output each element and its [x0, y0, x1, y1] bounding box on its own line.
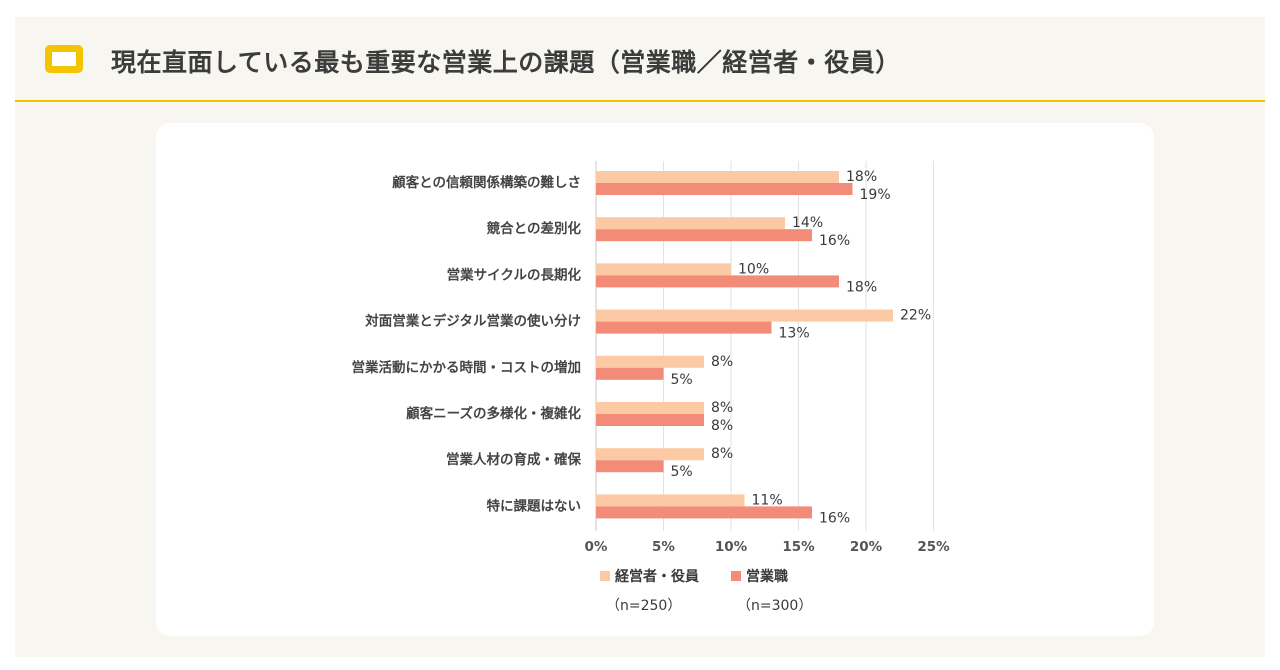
bar-sales: [596, 275, 839, 288]
value-label: 8%: [711, 400, 733, 416]
category-label: 特に課題はない: [487, 497, 582, 514]
value-label: 10%: [738, 261, 769, 277]
value-label: 8%: [711, 418, 733, 434]
bar-sales: [596, 460, 664, 473]
value-label: 5%: [671, 464, 693, 480]
chart-card: 0% 5% 10% 15% 20% 25% 顧客との信頼関係構築の難しさ 18% 19% 競合との…: [156, 123, 1154, 636]
value-label: 11%: [752, 492, 783, 508]
x-tick-label: 10%: [715, 539, 748, 555]
legend-sample-size: （n=300）: [737, 598, 812, 614]
bar-manager: [596, 309, 893, 322]
value-label: 19%: [860, 187, 891, 203]
value-label: 16%: [819, 510, 850, 526]
x-tick-label: 20%: [850, 539, 883, 555]
title-box-icon: [45, 45, 83, 73]
bar-manager: [596, 402, 704, 414]
category-label: 顧客との信頼関係構築の難しさ: [392, 174, 581, 191]
bar-manager: [596, 217, 785, 230]
bar-manager: [596, 355, 704, 368]
bar-manager: [596, 171, 839, 183]
bar-manager: [596, 448, 704, 461]
legend-swatch: [600, 571, 610, 581]
category-label: 営業人材の育成・確保: [446, 451, 581, 468]
bar-sales: [596, 367, 664, 380]
x-tick-label: 15%: [782, 539, 815, 555]
bar-sales: [596, 321, 772, 334]
page-title: 現在直面している最も重要な営業上の課題（営業職／経営者・役員）: [111, 48, 901, 77]
value-label: 8%: [711, 354, 733, 370]
bar-chart: 0% 5% 10% 15% 20% 25% 顧客との信頼関係構築の難しさ 18% 19% 競合との…: [352, 161, 950, 614]
category-label: 顧客ニーズの多様化・複雑化: [406, 405, 581, 422]
legend-label: 営業職: [746, 568, 788, 585]
bar-sales: [596, 414, 704, 426]
legend-swatch: [731, 571, 741, 581]
category-label: 対面営業とデジタル営業の使い分け: [364, 313, 581, 330]
legend-label: 経営者・役員: [615, 568, 699, 585]
value-label: 18%: [846, 279, 877, 295]
value-label: 8%: [711, 446, 733, 462]
bar-manager: [596, 263, 731, 276]
x-tick-label: 0%: [585, 539, 608, 555]
category-label: 営業活動にかかる時間・コストの増加: [352, 359, 582, 376]
value-label: 13%: [779, 326, 810, 342]
value-label: 16%: [819, 233, 850, 249]
x-tick-label: 5%: [652, 539, 675, 555]
value-label: 5%: [671, 372, 693, 388]
value-label: 18%: [846, 169, 877, 185]
bar-manager: [596, 494, 745, 507]
slide-frame: 現在直面している最も重要な営業上の課題（営業職／経営者・役員） 0% 5% 10% 1…: [15, 17, 1265, 657]
value-label: 14%: [792, 215, 823, 231]
bar-sales: [596, 183, 853, 195]
value-label: 22%: [900, 308, 931, 324]
category-label: 営業サイクルの長期化: [447, 266, 582, 283]
bar-sales: [596, 506, 812, 519]
header: 現在直面している最も重要な営業上の課題（営業職／経営者・役員）: [15, 17, 1265, 102]
bar-sales: [596, 229, 812, 242]
legend-sample-size: （n=250）: [606, 598, 681, 614]
category-label: 競合との差別化: [487, 220, 582, 237]
x-tick-label: 25%: [917, 539, 950, 555]
